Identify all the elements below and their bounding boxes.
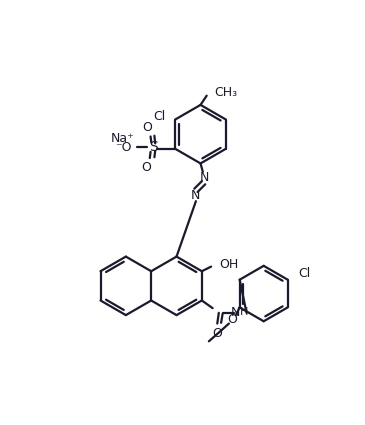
Text: N: N [191, 189, 201, 202]
Text: Cl: Cl [154, 110, 166, 123]
Text: N: N [231, 306, 241, 318]
Text: S: S [149, 140, 158, 154]
Text: CH₃: CH₃ [214, 86, 238, 99]
Text: O: O [143, 121, 153, 134]
Text: O: O [212, 327, 222, 340]
Text: OH: OH [219, 258, 238, 271]
Text: O: O [227, 313, 237, 326]
Text: O: O [141, 161, 151, 174]
Text: Na⁺: Na⁺ [111, 131, 134, 144]
Text: Cl: Cl [299, 267, 311, 280]
Text: ⁻O: ⁻O [116, 141, 132, 154]
Text: H: H [241, 307, 249, 317]
Text: N: N [200, 171, 209, 184]
